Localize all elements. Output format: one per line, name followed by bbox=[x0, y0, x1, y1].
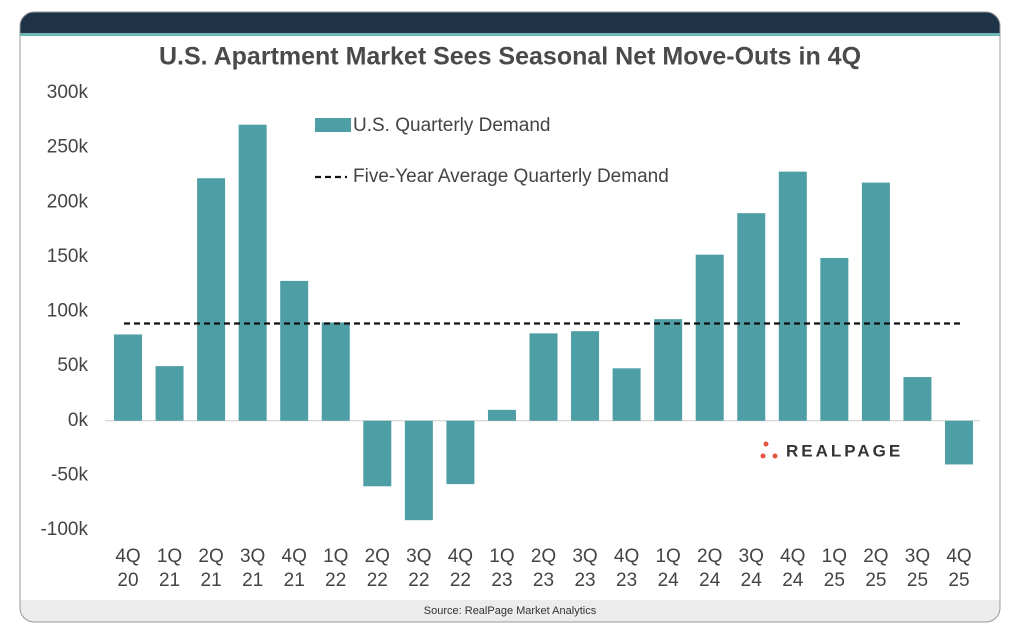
bar bbox=[654, 319, 683, 421]
x-tick-label: 3Q 24 bbox=[739, 546, 764, 591]
x-tick-label: 2Q 22 bbox=[365, 546, 390, 591]
x-tick-label: 4Q 23 bbox=[614, 546, 639, 591]
legend-swatch bbox=[315, 118, 351, 132]
logo-dot bbox=[772, 453, 778, 459]
x-tick-label: 4Q 24 bbox=[780, 546, 805, 591]
x-tick-label: 3Q 21 bbox=[240, 546, 265, 591]
x-tick-label: 4Q 22 bbox=[448, 546, 473, 591]
bar bbox=[529, 333, 558, 421]
logo-dot bbox=[760, 453, 766, 459]
bar bbox=[820, 257, 849, 421]
x-tick-label: 4Q 25 bbox=[946, 546, 971, 591]
bar bbox=[737, 213, 766, 421]
x-tick-label: 2Q 24 bbox=[697, 546, 722, 591]
bar bbox=[238, 124, 267, 421]
x-tick-label: 3Q 23 bbox=[572, 546, 597, 591]
y-tick-label: -50k bbox=[51, 464, 88, 485]
bar bbox=[114, 334, 142, 421]
x-tick-label: 3Q 22 bbox=[406, 546, 431, 591]
x-tick-label: 1Q 21 bbox=[157, 546, 182, 591]
bar bbox=[861, 182, 890, 421]
logo-text: REALPAGE bbox=[786, 441, 903, 460]
x-tick-label: 4Q 21 bbox=[282, 546, 307, 591]
bar bbox=[612, 368, 641, 421]
x-tick-label: 1Q 24 bbox=[655, 546, 680, 591]
bar bbox=[363, 420, 392, 487]
footer-band bbox=[20, 600, 1000, 622]
y-tick-label: 150k bbox=[47, 246, 89, 267]
y-tick-label: 250k bbox=[47, 137, 89, 158]
bar bbox=[571, 331, 600, 421]
source: Source: RealPage Market Analytics bbox=[424, 605, 597, 617]
x-tick-label: 2Q 23 bbox=[531, 546, 556, 591]
x-tick-label: 2Q 25 bbox=[863, 546, 888, 591]
chart-title: U.S. Apartment Market Sees Seasonal Net … bbox=[159, 43, 861, 71]
bar bbox=[778, 171, 807, 421]
bar bbox=[404, 420, 433, 521]
bar bbox=[945, 420, 973, 465]
x-tick-label: 1Q 25 bbox=[822, 546, 847, 591]
bar bbox=[487, 409, 516, 421]
bar bbox=[197, 178, 226, 421]
x-tick-label: 2Q 21 bbox=[198, 546, 223, 591]
x-tick-label: 1Q 23 bbox=[489, 546, 514, 591]
x-tick-label: 4Q 20 bbox=[115, 546, 140, 591]
y-tick-label: -100k bbox=[40, 519, 88, 540]
logo-dot bbox=[763, 441, 769, 447]
card-border bbox=[19, 11, 1001, 623]
legend-label: U.S. Quarterly Demand bbox=[353, 115, 550, 136]
bar bbox=[280, 280, 309, 421]
bar bbox=[321, 322, 350, 421]
bar bbox=[155, 366, 184, 421]
card bbox=[20, 12, 1000, 622]
header-band bbox=[20, 12, 1000, 33]
x-tick-label: 3Q 25 bbox=[905, 546, 930, 591]
y-tick-label: 200k bbox=[47, 191, 89, 212]
bar bbox=[903, 377, 932, 421]
y-tick-label: 300k bbox=[47, 82, 89, 103]
bar bbox=[695, 254, 724, 421]
header-stripe bbox=[20, 33, 1000, 36]
y-tick-label: 100k bbox=[47, 301, 89, 322]
logo: REALPAGE bbox=[760, 441, 903, 460]
card-bg bbox=[20, 12, 1000, 622]
y-tick-label: 0k bbox=[68, 410, 89, 431]
x-tick-label: 1Q 22 bbox=[323, 546, 348, 591]
y-tick-label: 50k bbox=[57, 355, 88, 376]
legend-label: Five-Year Average Quarterly Demand bbox=[353, 166, 669, 187]
bar bbox=[446, 420, 475, 485]
